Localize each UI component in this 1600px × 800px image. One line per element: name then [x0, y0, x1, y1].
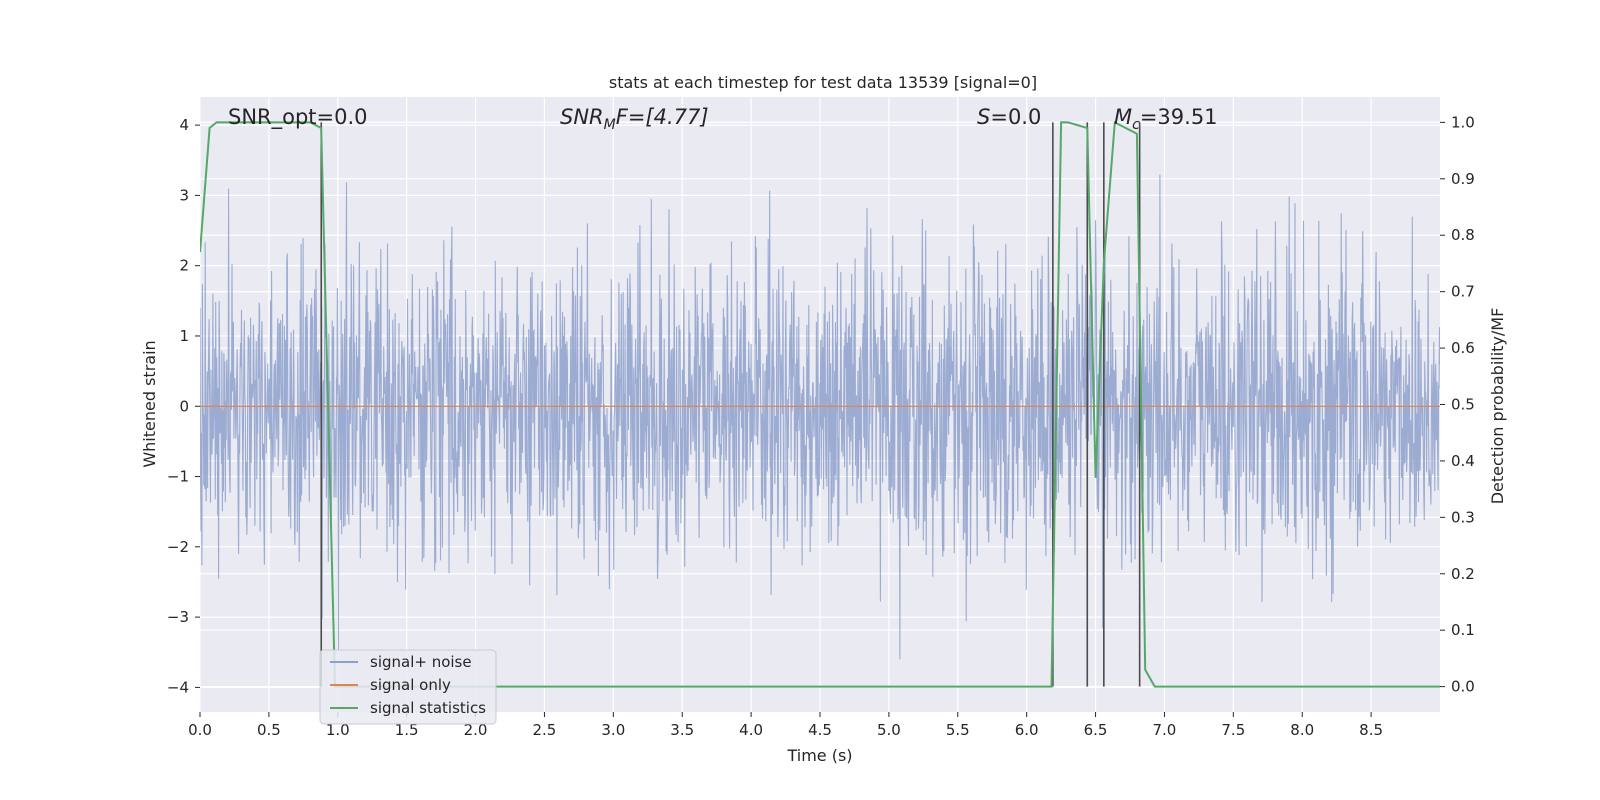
- y-tick-label-5: −1: [167, 468, 189, 486]
- y-tick-label-2: 2: [179, 257, 189, 275]
- annotation-s-rest: =0.0: [990, 105, 1041, 129]
- legend: signal+ noise signal only signal statist…: [319, 649, 497, 725]
- y-tick-label-7: −3: [167, 608, 189, 626]
- y-right-tick-label-1: 0.9: [1451, 170, 1475, 188]
- x-tick-label-5: 2.5: [533, 721, 557, 739]
- legend-label-signal-noise: signal+ noise: [370, 653, 472, 671]
- y-tick-label-4: 0: [179, 397, 189, 415]
- y-axis-label-right: Detection probability/MF: [1488, 308, 1507, 505]
- x-tick-label-16: 8.0: [1290, 721, 1314, 739]
- annotation-snr-opt: SNR_opt=0.0: [228, 105, 368, 130]
- x-tick-label-7: 3.5: [670, 721, 694, 739]
- x-tick-label-6: 3.0: [601, 721, 625, 739]
- annotation-mc-main: M: [1114, 105, 1132, 129]
- annotation-mc-sub: c: [1132, 117, 1140, 133]
- y-right-tick-label-4: 0.6: [1451, 339, 1475, 357]
- y-tick-label-1: 3: [179, 186, 189, 204]
- y-axis-left-ticks: 4 3 2 1 0 −1 −2 −3 −4: [167, 116, 200, 696]
- x-tick-label-4: 2.0: [464, 721, 488, 739]
- x-tick-label-11: 5.5: [946, 721, 970, 739]
- x-axis-label: Time (s): [786, 746, 852, 765]
- y-right-tick-label-7: 0.3: [1451, 508, 1475, 526]
- series-signal-noise: [200, 174, 1440, 660]
- annotation-snr-mf-rest-text: F=[4.77]: [616, 105, 709, 129]
- x-tick-label-15: 7.5: [1221, 721, 1245, 739]
- x-tick-label-9: 4.5: [808, 721, 832, 739]
- y-axis-right-ticks: 1.0 0.9 0.8 0.7 0.6 0.5 0.4 0.3 0.2 0.1 0.0: [1440, 113, 1475, 696]
- annotation-snr-mf-sub: M: [604, 117, 616, 133]
- y-right-tick-label-10: 0.0: [1451, 678, 1475, 696]
- y-axis-label-left: Whitened strain: [140, 340, 159, 467]
- x-tick-label-2: 1.0: [326, 721, 350, 739]
- chart-title: stats at each timestep for test data 135…: [609, 73, 1037, 92]
- y-tick-label-8: −4: [167, 678, 189, 696]
- y-right-tick-label-2: 0.8: [1451, 226, 1475, 244]
- y-right-tick-label-6: 0.4: [1451, 452, 1475, 470]
- x-tick-label-3: 1.5: [395, 721, 419, 739]
- x-tick-label-14: 7.0: [1153, 721, 1177, 739]
- series-signal-statistics: [200, 120, 1440, 688]
- x-tick-label-1: 0.5: [257, 721, 281, 739]
- legend-label-signal-statistics: signal statistics: [370, 699, 486, 717]
- y-right-tick-label-3: 0.7: [1451, 283, 1475, 301]
- legend-box: [319, 649, 497, 725]
- y-right-tick-label-9: 0.1: [1451, 621, 1475, 639]
- x-tick-label-17: 8.5: [1359, 721, 1383, 739]
- annotation-mc: Mc=39.51: [1114, 105, 1218, 133]
- x-tick-label-13: 6.5: [1084, 721, 1108, 739]
- y-tick-label-3: 1: [179, 327, 189, 345]
- x-tick-label-0: 0.0: [188, 721, 212, 739]
- y-right-tick-label-5: 0.5: [1451, 396, 1475, 414]
- x-tick-label-10: 5.0: [877, 721, 901, 739]
- annotation-snr-mf-main: SNR: [560, 105, 604, 129]
- x-tick-label-8: 4.0: [739, 721, 763, 739]
- y-tick-label-6: −2: [167, 538, 189, 556]
- annotation-snr-mf-rest: F=[4.77]: [616, 105, 709, 129]
- y-right-tick-label-0: 1.0: [1451, 113, 1475, 131]
- annotation-s: S=0.0: [977, 105, 1041, 129]
- y-right-tick-label-8: 0.2: [1451, 565, 1475, 583]
- annotation-snr-mf: SNRMF=[4.77]: [560, 105, 709, 133]
- x-axis-ticks: 0.0 0.5 1.0 1.5 2.0 2.5 3.0 3.5 4.0 4.5 5.0 5.5 6.0 6…: [188, 712, 1383, 739]
- x-tick-label-12: 6.0: [1015, 721, 1039, 739]
- annotation-s-main: S: [977, 105, 990, 129]
- signal-noise-trace: [200, 174, 1440, 660]
- legend-label-signal-only: signal only: [370, 676, 451, 694]
- y-tick-label-0: 4: [179, 116, 189, 134]
- annotation-mc-rest: =39.51: [1140, 105, 1218, 129]
